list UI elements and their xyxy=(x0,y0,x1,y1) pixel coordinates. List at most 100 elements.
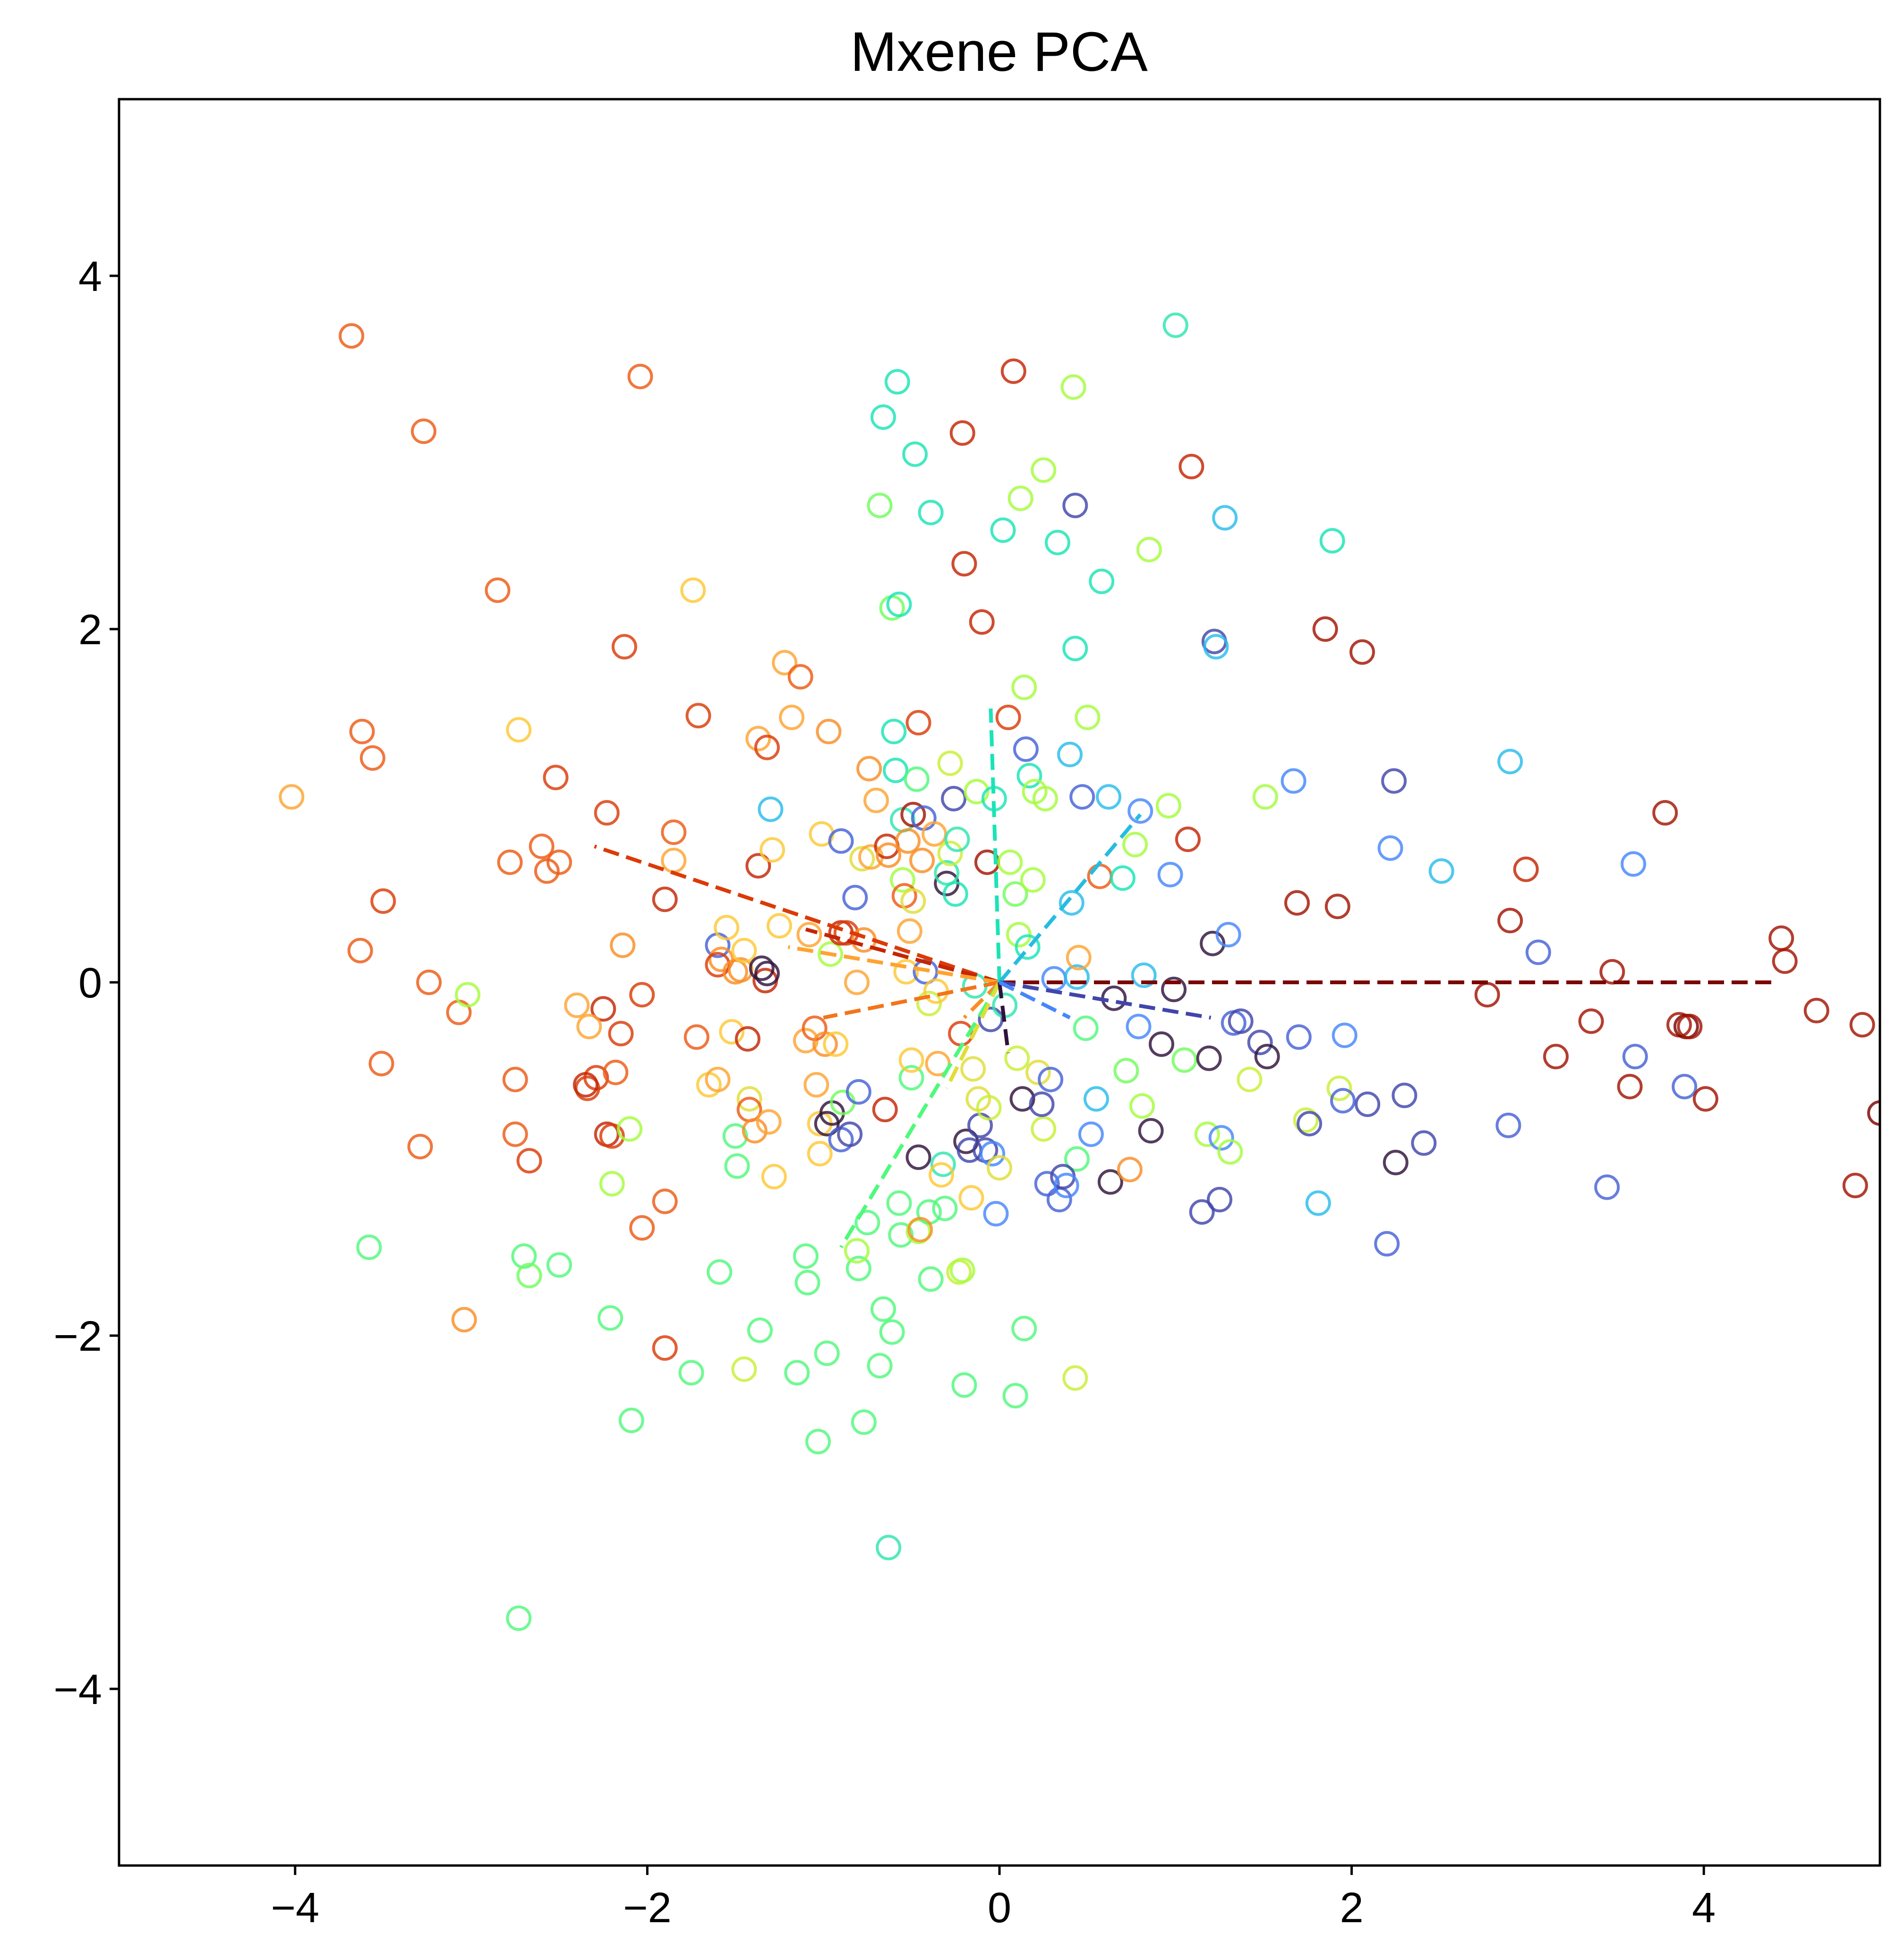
scatter-point xyxy=(796,922,822,947)
scatter-point xyxy=(1237,1066,1263,1092)
y-tick-label: 0 xyxy=(78,960,102,1007)
scatter-point xyxy=(705,1066,731,1092)
scatter-point xyxy=(1411,1130,1437,1156)
scatter-point xyxy=(485,577,511,603)
scatter-point xyxy=(900,801,926,827)
scatter-point xyxy=(1064,964,1090,990)
scatter-point xyxy=(902,441,928,467)
scatter-point xyxy=(722,1123,748,1149)
scatter-point xyxy=(964,779,990,805)
scatter-point xyxy=(1004,1045,1030,1071)
data-marks xyxy=(279,312,1880,1631)
scatter-point xyxy=(1122,832,1148,858)
scatter-point xyxy=(1053,1173,1079,1199)
scatter-point xyxy=(1031,1116,1057,1142)
scatter-point xyxy=(987,1155,1012,1181)
scatter-point xyxy=(1034,1171,1060,1197)
scatter-point xyxy=(1066,945,1092,971)
scatter-point xyxy=(871,1296,896,1322)
scatter-point xyxy=(1200,930,1226,956)
scatter-point xyxy=(872,1097,898,1123)
scatter-point xyxy=(1016,763,1042,789)
scatter-point xyxy=(1196,1045,1222,1071)
scatter-point xyxy=(1381,768,1407,794)
scatter-point xyxy=(599,1171,625,1197)
scatter-point xyxy=(1025,1059,1051,1085)
scatter-point xyxy=(719,1019,745,1045)
scatter-point xyxy=(916,990,942,1016)
scatter-point xyxy=(1355,1091,1381,1117)
scatter-point xyxy=(516,1262,542,1288)
scatter-point xyxy=(349,718,375,744)
scatter-point xyxy=(881,718,907,744)
x-tick-label: 2 xyxy=(1340,1884,1364,1932)
scatter-point xyxy=(1513,856,1539,882)
scatter-point xyxy=(1031,457,1057,483)
scatter-point xyxy=(1284,890,1310,916)
scatter-point xyxy=(1578,1008,1604,1034)
scatter-point xyxy=(944,826,970,852)
scatter-point xyxy=(368,1051,394,1076)
scatter-point xyxy=(1096,784,1122,810)
scatter-point xyxy=(909,847,935,873)
scatter-point xyxy=(410,418,436,444)
scatter-point xyxy=(949,1257,975,1283)
scatter-point xyxy=(807,1141,833,1167)
scatter-point xyxy=(1084,1086,1109,1112)
scatter-point xyxy=(1011,1316,1037,1341)
scatter-point xyxy=(1217,1139,1243,1165)
scatter-point xyxy=(714,915,740,941)
scatter-point xyxy=(736,1086,762,1112)
scatter-point xyxy=(1117,1157,1143,1183)
scatter-point xyxy=(1011,674,1037,700)
scatter-point xyxy=(576,1014,602,1039)
scatter-point xyxy=(1677,1014,1703,1039)
scatter-point xyxy=(629,1215,655,1241)
y-tick-label: −4 xyxy=(53,1666,102,1713)
scatter-point xyxy=(844,1238,870,1264)
scatter-point xyxy=(978,1006,1004,1032)
scatter-point xyxy=(1029,1091,1055,1117)
scatter-point xyxy=(980,1141,1006,1167)
scatter-point xyxy=(1162,312,1188,338)
scatter-point xyxy=(1543,1044,1569,1070)
scatter-point xyxy=(969,609,995,635)
scatter-point xyxy=(1867,1100,1880,1126)
scatter-point xyxy=(856,756,882,782)
scatter-point xyxy=(1032,786,1058,811)
scatter-point xyxy=(1374,1231,1400,1257)
scatter-point xyxy=(599,1123,625,1149)
scatter-point xyxy=(1069,784,1095,810)
loading-vector-line xyxy=(805,927,1000,984)
scatter-point xyxy=(652,886,678,912)
scatter-point xyxy=(942,881,968,907)
scatter-point xyxy=(627,364,653,390)
scatter-point xyxy=(455,982,481,1008)
scatter-point xyxy=(1332,1022,1358,1048)
scatter-point xyxy=(1013,736,1039,762)
scatter-point xyxy=(359,745,385,771)
scatter-point xyxy=(767,913,792,939)
scatter-point xyxy=(1175,826,1201,852)
scatter-point xyxy=(1038,1066,1064,1092)
scatter-point xyxy=(1127,798,1153,824)
x-tick-label: −2 xyxy=(623,1884,672,1932)
scatter-point xyxy=(724,1153,750,1179)
scatter-point xyxy=(1349,639,1375,665)
scatter-point xyxy=(803,1072,829,1098)
scatter-point xyxy=(1621,851,1647,877)
scatter-point xyxy=(1330,1088,1356,1114)
scatter-point xyxy=(629,982,655,1008)
scatter-point xyxy=(749,955,775,981)
scatter-point xyxy=(1059,890,1084,916)
scatter-point xyxy=(497,849,523,875)
scatter-point xyxy=(754,961,780,987)
scatter-point xyxy=(1324,894,1350,920)
loading-vector-line xyxy=(594,844,1000,984)
scatter-point xyxy=(849,846,875,872)
scatter-point xyxy=(707,1259,733,1285)
scatter-point xyxy=(1089,569,1115,594)
scatter-point xyxy=(1392,1082,1417,1108)
scatter-point xyxy=(1849,1012,1875,1038)
scatter-point xyxy=(611,634,637,660)
